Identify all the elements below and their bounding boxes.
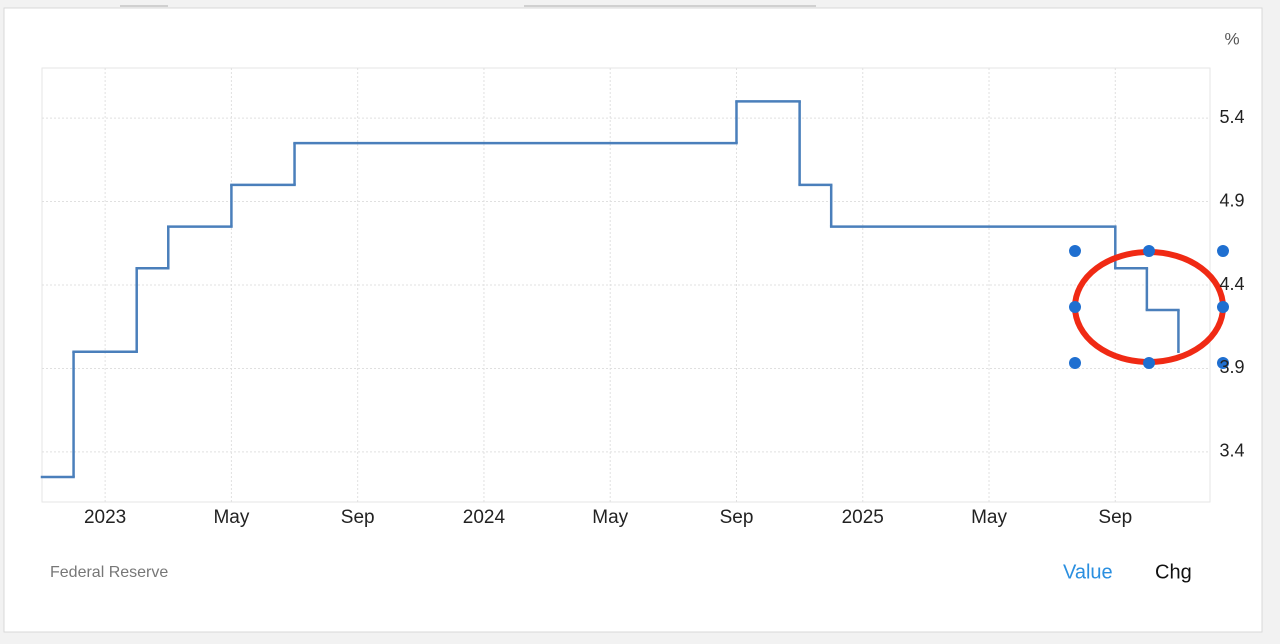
handle[interactable] <box>1069 245 1081 257</box>
handle[interactable] <box>1143 245 1155 257</box>
chart-card <box>3 7 1263 633</box>
handle[interactable] <box>1217 357 1229 369</box>
handle[interactable] <box>1143 357 1155 369</box>
source: Federal Reserve <box>50 564 168 581</box>
x-tick-label: Sep <box>720 507 754 528</box>
x-tick-label: May <box>592 507 628 528</box>
handle[interactable] <box>1217 245 1229 257</box>
x-tick-label: Sep <box>1098 507 1132 528</box>
series <box>40 100 1180 479</box>
y-tick-label: 4.4 <box>1219 274 1244 294</box>
y-tick-label: 5.4 <box>1219 107 1244 127</box>
y-tick-label: 3.9 <box>1219 357 1244 377</box>
y-tick-label: 3.4 <box>1219 441 1244 461</box>
y-tick-label: 4.9 <box>1219 190 1244 210</box>
handle[interactable] <box>1069 301 1081 313</box>
x-tick-label: 2025 <box>842 507 884 528</box>
x-tick-label: May <box>971 507 1007 528</box>
unit-label: % <box>1224 29 1239 48</box>
x-tick-label: May <box>213 507 249 528</box>
x-tick-label: Sep <box>341 507 375 528</box>
selection-handles <box>1069 245 1229 369</box>
x-tick-label: 2023 <box>84 507 126 528</box>
annotation <box>1069 245 1229 369</box>
handle[interactable] <box>1069 357 1081 369</box>
handle[interactable] <box>1217 301 1229 313</box>
tab-chg[interactable]: Chg <box>1155 561 1192 583</box>
x-tick-label: 2024 <box>463 507 506 528</box>
grid <box>42 68 1210 502</box>
tab-value[interactable]: Value <box>1063 561 1113 583</box>
